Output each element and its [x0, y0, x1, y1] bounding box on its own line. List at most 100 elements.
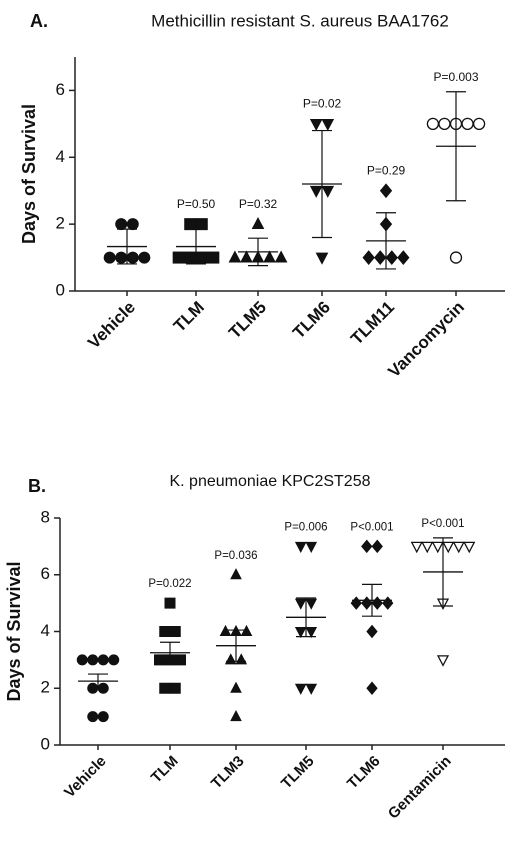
- data-point: [169, 626, 181, 637]
- data-point: [184, 251, 197, 264]
- data-point: [452, 541, 465, 554]
- data-point: [103, 251, 116, 264]
- data-point: [321, 118, 335, 131]
- data-point: [436, 655, 450, 667]
- p-value: P=0.003: [433, 70, 478, 84]
- y-tick-label: 8: [41, 507, 50, 526]
- y-tick-label: 2: [41, 678, 50, 697]
- data-point: [350, 596, 362, 610]
- data-point: [228, 250, 242, 263]
- x-tick-label: TLM5: [278, 753, 318, 793]
- data-point: [397, 250, 410, 265]
- data-point: [164, 597, 176, 609]
- p-value: P<0.001: [421, 518, 464, 530]
- data-point: [371, 596, 383, 610]
- data-point: [115, 218, 128, 231]
- chart-title: Methicillin resistant S. aureus BAA1762: [151, 11, 449, 30]
- data-point: [126, 251, 139, 264]
- data-point: [172, 251, 185, 264]
- data-point: [305, 627, 318, 639]
- data-point: [374, 250, 387, 265]
- x-tick-label: TLM3: [208, 753, 248, 793]
- data-point: [169, 682, 181, 694]
- data-point: [230, 681, 242, 693]
- data-point: [230, 568, 242, 580]
- data-point: [175, 654, 186, 666]
- data-point: [294, 541, 307, 553]
- x-tick-label: TLM: [170, 298, 208, 336]
- data-point: [463, 541, 476, 554]
- data-point: [195, 251, 208, 264]
- data-point: [294, 627, 307, 639]
- data-point: [87, 654, 99, 666]
- y-tick-label: 4: [56, 147, 65, 166]
- data-point: [294, 598, 307, 610]
- data-point: [382, 596, 394, 610]
- x-tick-label: Vehicle: [61, 753, 110, 802]
- data-point: [230, 710, 242, 722]
- x-tick-label: TLM5: [225, 298, 270, 343]
- data-point: [97, 654, 109, 666]
- data-point: [274, 250, 288, 263]
- data-point: [410, 541, 423, 554]
- x-tick-label: Vehicle: [84, 298, 139, 353]
- x-tick-label: Gentamicin: [385, 753, 455, 823]
- data-point: [379, 183, 393, 199]
- data-point: [461, 117, 474, 131]
- y-axis-label: Days of Survival: [19, 104, 39, 244]
- data-point: [361, 539, 373, 554]
- data-point: [366, 681, 378, 696]
- data-point: [371, 539, 383, 554]
- data-point: [442, 541, 455, 554]
- data-point: [240, 624, 253, 636]
- p-value: P=0.036: [214, 550, 257, 562]
- data-point: [426, 117, 440, 131]
- data-point: [184, 218, 197, 231]
- data-point: [305, 541, 318, 553]
- p-value: P=0.32: [239, 197, 278, 211]
- data-point: [115, 251, 128, 264]
- data-point: [207, 251, 220, 264]
- data-point: [263, 250, 276, 263]
- data-point: [108, 654, 120, 666]
- data-point: [159, 626, 171, 637]
- p-value: P=0.02: [303, 97, 342, 111]
- data-point: [361, 596, 373, 610]
- p-value: P<0.001: [350, 521, 393, 533]
- data-point: [126, 218, 139, 231]
- data-point: [305, 598, 318, 610]
- p-value: P=0.50: [177, 197, 216, 211]
- y-axis-label: Days of Survival: [4, 561, 24, 701]
- y-tick-label: 2: [56, 214, 65, 233]
- p-value: P=0.022: [148, 578, 191, 590]
- y-tick-label: 6: [41, 564, 50, 583]
- data-point: [76, 654, 88, 666]
- y-tick-label: 0: [56, 280, 65, 299]
- p-value: P=0.29: [367, 163, 406, 177]
- data-point: [159, 682, 171, 694]
- panel-label: B.: [28, 476, 46, 496]
- data-point: [421, 541, 434, 554]
- data-point: [362, 250, 375, 265]
- data-point: [431, 541, 444, 554]
- data-point: [321, 185, 335, 198]
- data-point: [309, 118, 323, 131]
- data-point: [195, 218, 208, 231]
- data-point: [235, 653, 248, 665]
- data-point: [385, 250, 398, 265]
- x-tick-label: TLM11: [347, 298, 398, 349]
- chart-title: K. pneumoniae KPC2ST258: [169, 473, 370, 490]
- y-tick-label: 6: [56, 80, 65, 99]
- data-point: [138, 251, 151, 264]
- x-tick-label: TLM: [148, 753, 182, 787]
- x-tick-label: TLM6: [289, 298, 334, 343]
- data-point: [97, 711, 109, 723]
- data-point: [87, 711, 99, 723]
- data-point: [449, 251, 463, 264]
- data-point: [251, 217, 265, 230]
- y-tick-label: 4: [41, 621, 50, 640]
- data-point: [219, 624, 232, 636]
- data-point: [438, 117, 451, 131]
- panel-label: A.: [30, 11, 48, 31]
